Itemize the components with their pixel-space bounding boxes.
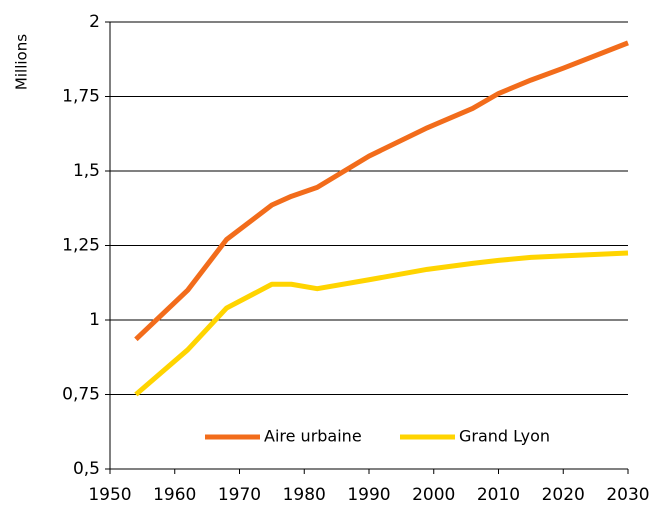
x-tick-label: 1950	[88, 485, 131, 505]
legend-label: Grand Lyon	[459, 427, 550, 446]
legend-label: Aire urbaine	[264, 427, 362, 446]
y-tick-label: 2	[89, 12, 100, 32]
y-tick-label: 0,75	[62, 385, 100, 405]
y-tick-label: 1,25	[62, 236, 100, 256]
y-tick-label: 1	[89, 310, 100, 330]
x-tick-label: 1990	[347, 485, 390, 505]
line-series	[134, 250, 629, 397]
x-tick-label: 1970	[218, 485, 261, 505]
y-tick-label: 0,5	[73, 459, 100, 479]
y-tick-label: 1,5	[73, 161, 100, 181]
x-tick-label: 2000	[412, 485, 455, 505]
y-tick-label: 1,75	[62, 87, 100, 107]
x-tick-label: 1980	[283, 485, 326, 505]
x-tick-label: 2010	[477, 485, 520, 505]
line-series	[134, 40, 629, 342]
x-tick-label: 1960	[153, 485, 196, 505]
x-tick-label: 2030	[606, 485, 649, 505]
x-tick-label: 2020	[542, 485, 585, 505]
y-axis-label: Millions	[13, 34, 31, 90]
